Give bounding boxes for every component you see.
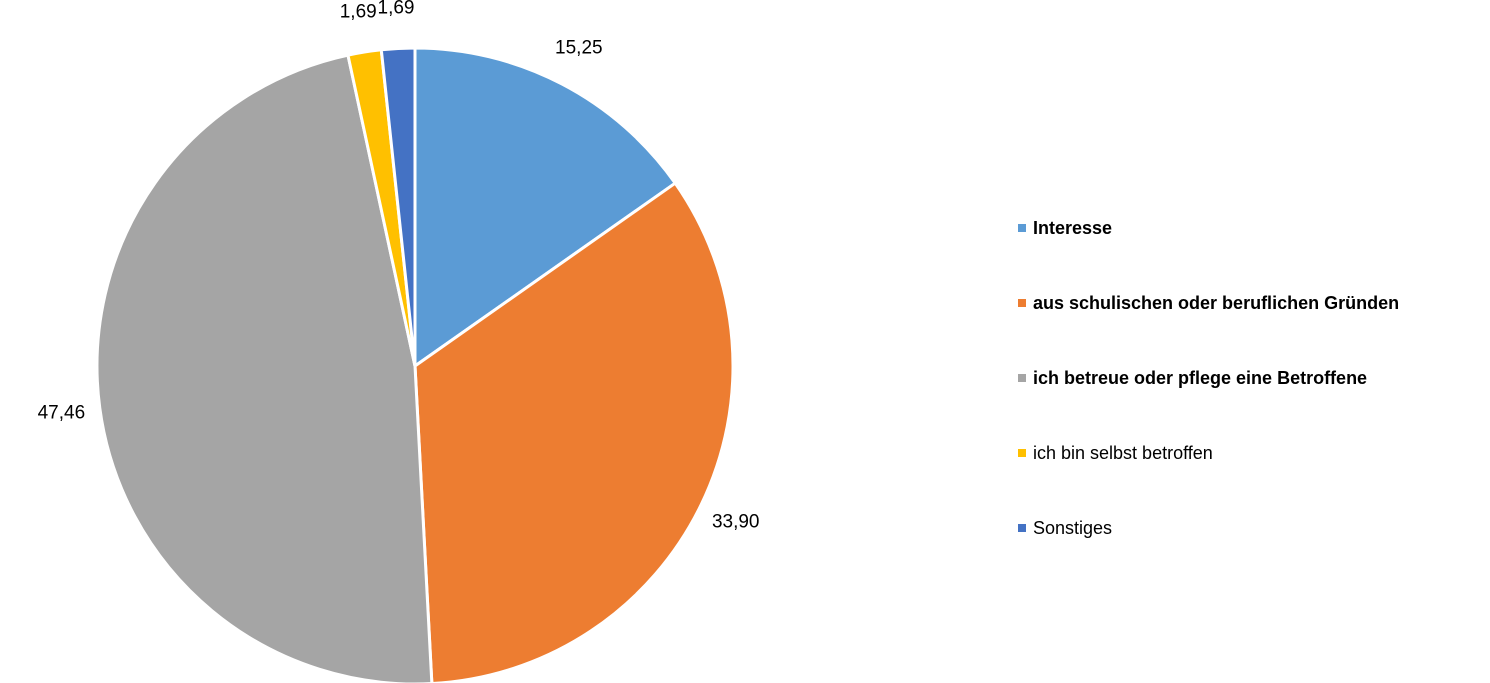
legend-swatch <box>1018 374 1026 382</box>
data-label: 47,46 <box>38 402 86 423</box>
legend-item: ich betreue oder pflege eine Betroffene <box>1018 365 1468 391</box>
data-label: 1,69 <box>340 2 377 23</box>
legend-item: Interesse <box>1018 215 1468 241</box>
legend-label: Interesse <box>1033 218 1113 238</box>
legend-item: aus schulischen oder beruflichen Gründen <box>1018 290 1468 316</box>
legend-label: ich bin selbst betroffen <box>1033 443 1213 463</box>
legend-swatch <box>1018 224 1026 232</box>
pie-slice <box>379 46 417 367</box>
pie-slice <box>95 53 434 683</box>
legend-label: aus schulischen oder beruflichen Gründen <box>1033 293 1400 313</box>
legend-swatch <box>1018 299 1026 307</box>
legend-label: Sonstiges <box>1033 518 1113 538</box>
data-label: 15,25 <box>555 37 603 58</box>
legend-item: Sonstiges <box>1018 515 1468 541</box>
legend-swatch <box>1018 524 1026 532</box>
legend-label: ich betreue oder pflege eine Betroffene <box>1033 368 1368 388</box>
data-label: 33,90 <box>712 512 760 533</box>
legend-item: ich bin selbst betroffen <box>1018 440 1468 466</box>
legend-swatch <box>1018 449 1026 457</box>
pie-slice <box>413 46 678 369</box>
data-label: 1,69 <box>378 0 415 19</box>
pie-slice <box>413 181 735 683</box>
